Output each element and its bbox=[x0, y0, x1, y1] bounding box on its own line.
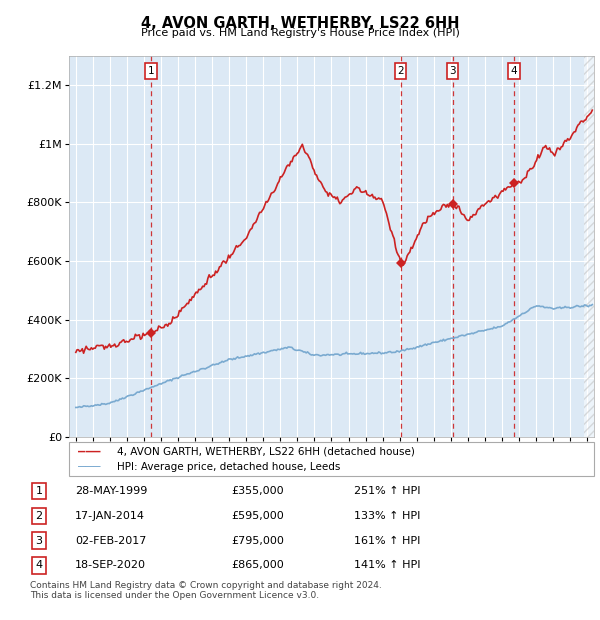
Text: 2: 2 bbox=[35, 511, 43, 521]
Text: 1: 1 bbox=[35, 486, 43, 496]
Bar bbox=[584, 56, 594, 437]
Text: 133% ↑ HPI: 133% ↑ HPI bbox=[354, 511, 421, 521]
Text: 141% ↑ HPI: 141% ↑ HPI bbox=[354, 560, 421, 570]
Text: £355,000: £355,000 bbox=[231, 486, 284, 496]
Text: 161% ↑ HPI: 161% ↑ HPI bbox=[354, 536, 421, 546]
Text: £795,000: £795,000 bbox=[231, 536, 284, 546]
Text: 4: 4 bbox=[511, 66, 518, 76]
Text: 1: 1 bbox=[148, 66, 154, 76]
Text: Contains HM Land Registry data © Crown copyright and database right 2024.
This d: Contains HM Land Registry data © Crown c… bbox=[30, 581, 382, 600]
Text: 3: 3 bbox=[449, 66, 456, 76]
Text: ———: ——— bbox=[78, 445, 101, 458]
Text: 4: 4 bbox=[35, 560, 43, 570]
Text: 18-SEP-2020: 18-SEP-2020 bbox=[75, 560, 146, 570]
Text: 28-MAY-1999: 28-MAY-1999 bbox=[75, 486, 148, 496]
Text: 17-JAN-2014: 17-JAN-2014 bbox=[75, 511, 145, 521]
Text: £595,000: £595,000 bbox=[231, 511, 284, 521]
Text: 3: 3 bbox=[35, 536, 43, 546]
Text: Price paid vs. HM Land Registry's House Price Index (HPI): Price paid vs. HM Land Registry's House … bbox=[140, 28, 460, 38]
Text: 251% ↑ HPI: 251% ↑ HPI bbox=[354, 486, 421, 496]
Text: 02-FEB-2017: 02-FEB-2017 bbox=[75, 536, 146, 546]
Text: HPI: Average price, detached house, Leeds: HPI: Average price, detached house, Leed… bbox=[117, 462, 340, 472]
Text: 2: 2 bbox=[397, 66, 404, 76]
Text: ———: ——— bbox=[78, 460, 101, 473]
Text: £865,000: £865,000 bbox=[231, 560, 284, 570]
Text: 4, AVON GARTH, WETHERBY, LS22 6HH (detached house): 4, AVON GARTH, WETHERBY, LS22 6HH (detac… bbox=[117, 446, 415, 456]
Text: 4, AVON GARTH, WETHERBY, LS22 6HH: 4, AVON GARTH, WETHERBY, LS22 6HH bbox=[141, 16, 459, 30]
